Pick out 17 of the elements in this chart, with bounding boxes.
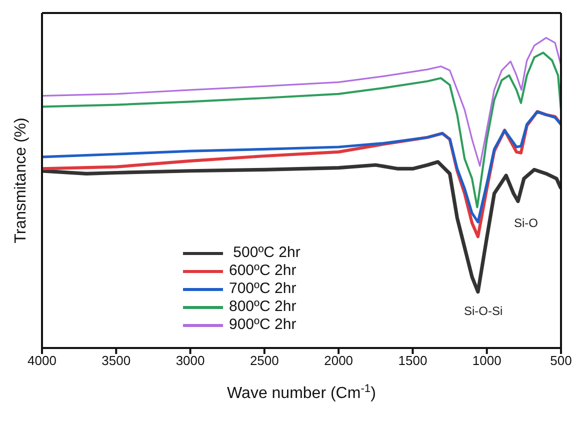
x-tick-label: 2000: [324, 353, 354, 368]
x-tick-label: 4000: [28, 353, 56, 368]
x-tick-label: 2500: [250, 353, 279, 368]
x-tick-label: 500: [550, 353, 572, 368]
x-axis-title: Wave number (Cm$^{-1}$): [227, 383, 376, 402]
legend-label: 700ºC 2hr: [229, 280, 296, 298]
legend-label: 900ºC 2hr: [229, 316, 296, 334]
y-axis-title: Transmitance (%): [12, 118, 30, 244]
annotation: Si-O-Si: [464, 304, 503, 318]
x-tick-label: 3500: [102, 353, 131, 368]
annotation: Si-O: [514, 216, 538, 230]
legend-label: 500ºC 2hr: [232, 244, 300, 262]
x-tick-label: 1500: [398, 353, 428, 368]
x-tick-label: 1000: [472, 353, 502, 368]
legend-label: 800ºC 2hr: [229, 298, 296, 316]
legend-label: 600ºC 2hr: [229, 262, 296, 280]
x-tick-label: 3000: [176, 353, 205, 368]
